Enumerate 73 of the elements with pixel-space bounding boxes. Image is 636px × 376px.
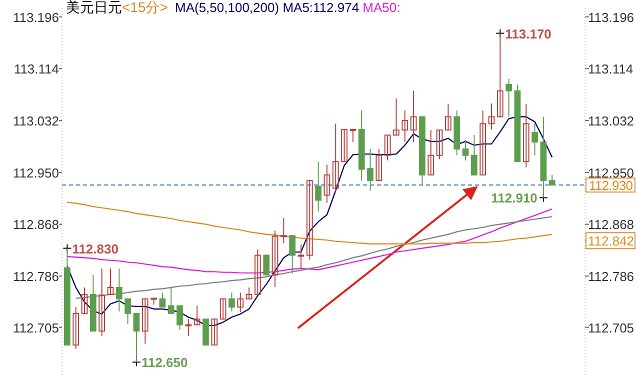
annotation: 113.170 [505, 26, 552, 42]
y-tick-label: 113.032 [12, 114, 59, 129]
line-series [66, 116, 553, 326]
y-tick-label: 113.196 [12, 10, 59, 25]
candlestick [142, 298, 148, 344]
y-tick-label: 112.868 [12, 217, 59, 232]
candlestick [315, 161, 322, 212]
y2-tick-label: 112.868 [588, 217, 634, 232]
candlestick [402, 110, 408, 143]
candlestick [410, 90, 417, 143]
candlestick [185, 318, 192, 337]
y2-tick-label: 112.842 [588, 234, 634, 249]
y-tick-label: 112.705 [12, 320, 59, 336]
candlestick [341, 128, 348, 162]
candlestick [289, 235, 296, 274]
candlestick [168, 286, 174, 314]
candlestick [272, 230, 278, 288]
y2-tick-label: 113.196 [588, 10, 634, 25]
y2-tick-label: 112.705 [588, 320, 634, 336]
ref-line-label: 112.930 [589, 178, 633, 194]
y2-tick-label: 112.786 [588, 269, 634, 284]
candlestick [522, 104, 530, 168]
candlestick [393, 98, 400, 136]
candlestick [470, 134, 478, 176]
candlestick [324, 164, 330, 204]
candlestick [254, 249, 261, 295]
candlestick [116, 268, 122, 312]
legend-title: MA(5,50,100,200) [175, 0, 283, 15]
candlestick [246, 286, 252, 300]
candlestick [237, 292, 244, 313]
candlestick [384, 134, 391, 161]
candlestick [280, 217, 287, 244]
y-tick-label: 112.950 [12, 165, 59, 180]
candlestick [350, 128, 356, 143]
candlestick [228, 292, 235, 312]
y2-tick-label: 113.114 [588, 62, 634, 77]
candlestick [332, 123, 339, 192]
annotation: 112.830 [72, 241, 118, 256]
candlestick [176, 305, 183, 330]
candlestick [306, 180, 313, 260]
candlestick [211, 318, 218, 346]
y2-tick-label: 113.032 [588, 114, 634, 129]
candlestick [445, 104, 452, 131]
candlestick [298, 244, 304, 270]
candlestick [532, 123, 538, 156]
line-series [66, 208, 553, 274]
candlestick [488, 102, 495, 130]
chart-title: 美元日元 [66, 0, 122, 15]
y-tick-label: 113.114 [14, 62, 59, 77]
candlestick [263, 254, 270, 276]
candlestick [124, 298, 131, 325]
candlestick [428, 130, 434, 176]
candlestick [159, 292, 166, 308]
candlestick [480, 110, 486, 176]
candlestick [98, 268, 106, 337]
candlestick [436, 130, 443, 160]
annotation: 112.910 [491, 190, 538, 206]
candlestick [367, 148, 374, 192]
text: MA5:112.974 [282, 0, 363, 15]
candlestick [220, 298, 226, 320]
text: MA50: [362, 0, 400, 15]
candlestick [72, 306, 80, 350]
chart-subtitle: <15分> [122, 0, 168, 15]
y2-tick-label: 112.950 [588, 165, 634, 180]
candlestick [506, 78, 512, 118]
candlestick [548, 174, 556, 186]
candlestick [81, 286, 88, 314]
candlestick [107, 268, 114, 295]
candlestick [376, 148, 382, 182]
annotation: 112.650 [141, 355, 188, 370]
candlestick [194, 305, 200, 326]
candlestick [462, 140, 469, 161]
y-tick-label: 112.786 [12, 269, 59, 284]
